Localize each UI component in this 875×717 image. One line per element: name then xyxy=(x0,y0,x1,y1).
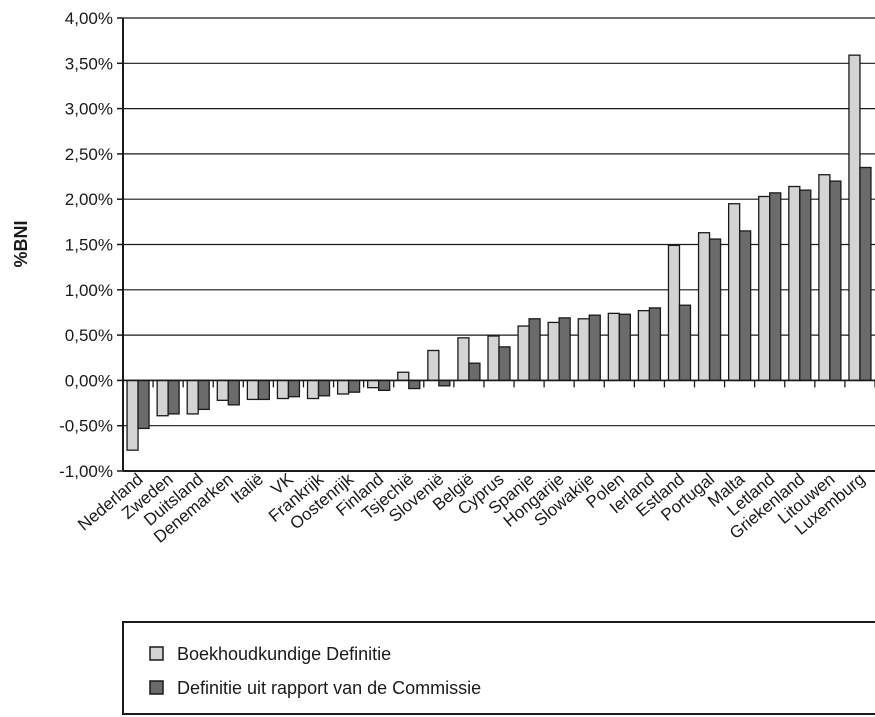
bar-commissie-spanje xyxy=(528,318,541,382)
y-tick-labels: -1,00% -0,50% 0,00% 0,50% 1,00% 1,50% 2,00% 2,5… xyxy=(59,9,113,481)
bar-commissie-slovenië xyxy=(438,379,451,387)
bar-boekhoudkundige-cyprus xyxy=(487,335,500,382)
bar-boekhoudkundige-estland xyxy=(667,244,681,382)
bar-boekhoudkundige-polen xyxy=(607,312,620,382)
x-tick-label: Italië xyxy=(227,470,267,508)
y-tick-label: 1,50% xyxy=(65,236,113,255)
bar-commissie-italië xyxy=(257,379,271,401)
y-tick-label: 3,00% xyxy=(65,100,113,119)
bar-commissie-vk xyxy=(287,379,301,398)
y-tick-label: -0,50% xyxy=(59,417,113,436)
bar-boekhoudkundige-litouwen xyxy=(818,174,831,382)
bar-commissie-litouwen xyxy=(829,180,842,382)
bar-boekhoudkundige-belgië xyxy=(457,337,470,382)
y-tick-label: 1,00% xyxy=(65,281,113,300)
y-tick-label: 2,50% xyxy=(65,145,113,164)
bar-commissie-estland xyxy=(678,304,692,382)
bar-commissie-slowakije xyxy=(588,314,601,382)
y-axis-label: %BNI xyxy=(11,220,31,267)
x-tick-labels: NederlandZwedenDuitslandDenemarkenItalië… xyxy=(74,469,868,547)
bar-commissie-cyprus xyxy=(498,346,511,382)
bar-commissie-tsjechië xyxy=(408,379,421,390)
bar-boekhoudkundige-ierland xyxy=(637,309,651,382)
legend-swatch-commissie xyxy=(149,680,164,695)
bar-commissie-letland xyxy=(769,192,782,382)
legend-label-boekhoudkundige: Boekhoudkundige Definitie xyxy=(177,644,391,664)
bar-commissie-ierland xyxy=(648,307,662,382)
bar-boekhoudkundige-italië xyxy=(246,379,260,401)
bar-commissie-belgië xyxy=(468,362,481,382)
bar-commissie-duitsland xyxy=(197,379,210,411)
bar-boekhoudkundige-finland xyxy=(367,379,380,389)
bar-commissie-luxemburg xyxy=(859,166,872,382)
bar-boekhoudkundige-malta xyxy=(727,203,741,382)
y-tick-label: 0,50% xyxy=(65,326,113,345)
bar-boekhoudkundige-duitsland xyxy=(186,379,199,415)
bar-boekhoudkundige-tsjechië xyxy=(397,371,410,382)
y-tick-label: -1,00% xyxy=(59,462,113,481)
bar-boekhoudkundige-griekenland xyxy=(788,185,801,382)
y-tick-label: 4,00% xyxy=(65,9,113,28)
bar-boekhoudkundige-letland xyxy=(758,195,771,382)
legend-label-commissie: Definitie uit rapport van de Commissie xyxy=(177,678,481,698)
y-tick-label: 0,00% xyxy=(65,371,113,390)
bar-commissie-zweden xyxy=(167,379,180,415)
bar-boekhoudkundige-hongarije xyxy=(547,321,560,382)
bar-commissie-hongarije xyxy=(558,317,571,382)
legend-box xyxy=(122,621,875,715)
bars xyxy=(126,54,872,451)
bar-boekhoudkundige-slowakije xyxy=(577,318,590,382)
legend-swatch-boekhoudkundige xyxy=(149,646,164,661)
bar-commissie-portugal xyxy=(708,238,722,382)
y-tick-label: 2,00% xyxy=(65,190,113,209)
bar-boekhoudkundige-luxemburg xyxy=(848,54,861,382)
legend: Boekhoudkundige Definitie Definitie uit … xyxy=(122,621,875,715)
bar-boekhoudkundige-zweden xyxy=(156,379,169,417)
y-tick-label: 3,50% xyxy=(65,54,113,73)
bar-boekhoudkundige-portugal xyxy=(697,232,711,382)
axes xyxy=(122,18,875,472)
bar-commissie-malta xyxy=(738,230,752,382)
bar-boekhoudkundige-nederland xyxy=(126,379,139,451)
bar-commissie-polen xyxy=(618,313,631,382)
bar-commissie-oostenrijk xyxy=(347,379,361,393)
bar-boekhoudkundige-vk xyxy=(276,379,290,400)
bar-boekhoudkundige-spanje xyxy=(517,325,530,382)
bar-boekhoudkundige-oostenrijk xyxy=(336,379,350,395)
bar-commissie-nederland xyxy=(137,379,150,430)
bar-commissie-denemarken xyxy=(227,379,240,406)
bar-commissie-finland xyxy=(378,379,391,392)
bar-commissie-frankrijk xyxy=(317,379,331,397)
bar-commissie-griekenland xyxy=(799,189,812,382)
bar-boekhoudkundige-slovenië xyxy=(427,349,440,382)
bar-boekhoudkundige-denemarken xyxy=(216,379,229,401)
bar-boekhoudkundige-frankrijk xyxy=(306,379,320,400)
